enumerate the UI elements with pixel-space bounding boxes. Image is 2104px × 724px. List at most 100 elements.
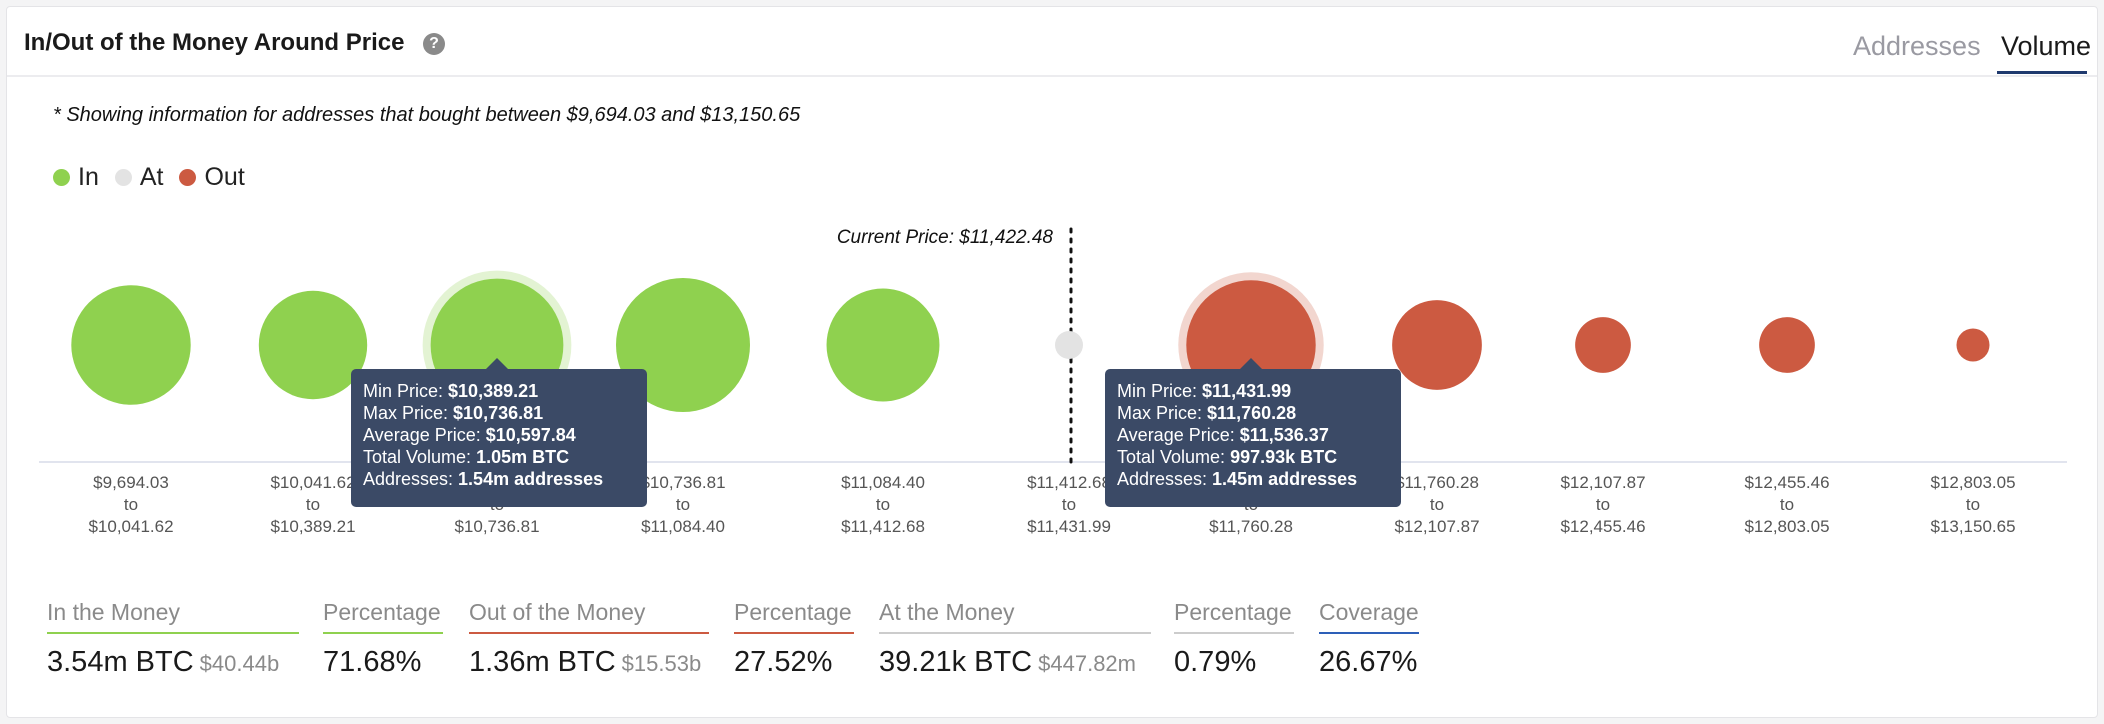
stat-value: 0.79% [1174,646,1257,678]
x-tick-label: $13,150.65 [1930,517,2015,536]
tooltip-box [351,369,647,507]
stat-out-of-the-money: Out of the Money 1.36m BTC $15.53b [469,599,709,679]
stat-out-percentage: Percentage 27.52% [734,599,854,679]
x-tick-label: $10,389.21 [270,517,355,536]
x-tick-label: $11,412.68 [841,517,925,536]
legend-label-in: In [78,163,99,191]
range-note: * Showing information for addresses that… [53,104,801,126]
stat-value: 27.52% [734,646,833,678]
x-tick-label: $12,455.46 [1744,473,1829,492]
x-tick-label: to [1966,495,1980,514]
stat-at-the-money: At the Money 39.21k BTC $447.82m [879,599,1151,679]
tooltip-row: Max Price: $11,760.28 [1117,403,1296,423]
active-tab-indicator [1997,71,2087,74]
card-header: In/Out of the Money Around Price ? Addre… [7,7,2097,77]
x-tick-label: $11,084.40 [641,517,725,536]
x-tick-label: to [1062,495,1076,514]
stat-main-value: 3.54m BTC [47,646,194,678]
legend-item-at[interactable]: At [114,163,164,192]
tooltip-arrow [1240,358,1262,369]
tooltip-arrow [486,358,508,369]
x-tick-label: $12,803.05 [1930,473,2015,492]
x-tick-label: $12,107.87 [1560,473,1645,492]
stat-coverage: Coverage 26.67% [1319,599,1419,679]
stat-sub-value: $447.82m [1038,651,1136,676]
stat-value: 39.21k BTC $447.82m [879,646,1151,679]
tooltip-row: Min Price: $10,389.21 [363,381,538,401]
stat-value: 1.36m BTC $15.53b [469,646,709,679]
tab-addresses[interactable]: Addresses [1853,31,1981,61]
stat-at-percentage: Percentage 0.79% [1174,599,1294,679]
bubble-out [1392,300,1482,390]
legend-item-out[interactable]: Out [179,163,245,192]
tooltip-row: Total Volume: 997.93k BTC [1117,447,1337,467]
tooltip-row: Average Price: $10,597.84 [363,425,576,445]
x-tick-label: $11,412.68 [1027,473,1111,492]
x-tick-label: $11,431.99 [1027,517,1111,536]
stat-main-value: 39.21k BTC [879,646,1033,678]
x-tick-label: $10,736.81 [454,517,539,536]
legend-label-at: At [139,163,164,191]
current-price-label: Current Price: $11,422.48 [837,227,1054,248]
x-tick-label: to [1596,495,1610,514]
question-icon[interactable]: ? [423,33,445,55]
x-tick-label: $12,107.87 [1394,517,1479,536]
stat-label: Percentage [323,599,443,634]
page-title: In/Out of the Money Around Price [24,29,405,56]
tooltip-box [1105,369,1401,507]
bubble-in [826,288,940,402]
x-tick-label: $11,084.40 [841,473,925,492]
tooltip-row: Min Price: $11,431.99 [1117,381,1291,401]
bubble-in [616,278,750,412]
stat-value: 26.67% [1319,646,1418,678]
legend: In At Out [53,163,251,192]
stat-label: In the Money [47,599,299,634]
x-tick-label: $10,736.81 [640,473,725,492]
tooltip-row: Addresses: 1.54m addresses [363,469,603,489]
x-tick-label: $12,455.46 [1560,517,1645,536]
bubble-at [1055,331,1083,359]
tooltip-row: Average Price: $11,536.37 [1117,425,1329,445]
legend-item-in[interactable]: In [53,163,99,192]
x-tick-label: to [124,495,138,514]
stat-in-percentage: Percentage 71.68% [323,599,443,679]
x-tick-label: $10,041.62 [88,517,173,536]
stat-main-value: 1.36m BTC [469,646,616,678]
x-tick-label: to [676,495,690,514]
x-tick-label: to [306,495,320,514]
x-tick-label: $11,760.28 [1395,473,1479,492]
x-tick-label: $9,694.03 [93,473,169,492]
stat-in-the-money: In the Money 3.54m BTC $40.44b [47,599,299,679]
bubble-out [1575,317,1631,373]
legend-dot-in [53,169,70,186]
x-tick-label: to [1780,495,1794,514]
stat-label: Percentage [734,599,854,634]
stat-label: Coverage [1319,599,1419,634]
stat-value: 3.54m BTC $40.44b [47,646,299,679]
legend-label-out: Out [204,163,245,191]
x-tick-label: $11,760.28 [1209,517,1293,536]
x-tick-label: $10,041.62 [270,473,355,492]
legend-dot-out [179,169,197,186]
tooltip-row: Total Volume: 1.05m BTC [363,447,569,467]
bubble-chart: Current Price: $11,422.48 $9,694.03 to $10,… [39,227,2067,536]
x-tick-label: to [876,495,890,514]
stat-sub-value: $40.44b [199,651,280,676]
tab-volume[interactable]: Volume [2001,31,2092,61]
stat-label: Percentage [1174,599,1294,634]
bubble-out [1759,317,1815,373]
tooltip-row: Max Price: $10,736.81 [363,403,543,423]
tooltip-row: Addresses: 1.45m addresses [1117,469,1357,489]
x-tick-label: to [1430,495,1444,514]
stat-label: At the Money [879,599,1151,634]
legend-dot-at [114,169,132,186]
bubble-in [71,285,191,405]
chart-card: In/Out of the Money Around Price ? Addre… [6,6,2098,718]
stat-value: 71.68% [323,646,422,678]
x-tick-label: $12,803.05 [1744,517,1829,536]
stat-label: Out of the Money [469,599,709,634]
bubble-out [1956,328,1990,362]
stat-sub-value: $15.53b [621,651,702,676]
